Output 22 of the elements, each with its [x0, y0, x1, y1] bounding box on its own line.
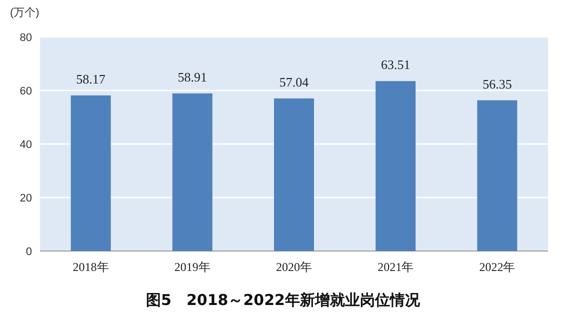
data-label: 58.17 — [76, 71, 106, 86]
data-label: 63.51 — [380, 57, 410, 72]
data-label: 58.91 — [178, 69, 208, 84]
bar — [172, 93, 212, 251]
x-tick-label: 2018年 — [72, 260, 109, 274]
x-tick-label: 2022年 — [479, 260, 516, 274]
y-axis-title: (万个) — [10, 7, 40, 19]
y-tick-label: 40 — [20, 139, 32, 151]
y-tick-label: 0 — [26, 246, 32, 258]
y-tick-label: 60 — [20, 86, 32, 98]
data-label: 56.35 — [482, 76, 512, 92]
y-tick-label: 20 — [20, 192, 32, 204]
x-tick-label: 2020年 — [276, 260, 312, 274]
bar — [376, 81, 416, 251]
x-tick-label: 2021年 — [378, 260, 414, 274]
bar — [274, 98, 314, 251]
y-tick-label: 80 — [20, 32, 32, 44]
data-label: 57.04 — [279, 74, 310, 90]
bar — [70, 95, 111, 251]
x-tick-label: 2019年 — [174, 260, 210, 274]
text: 图5 2018～2022年新增就业岗位情况 — [146, 291, 421, 309]
bar — [477, 100, 518, 251]
